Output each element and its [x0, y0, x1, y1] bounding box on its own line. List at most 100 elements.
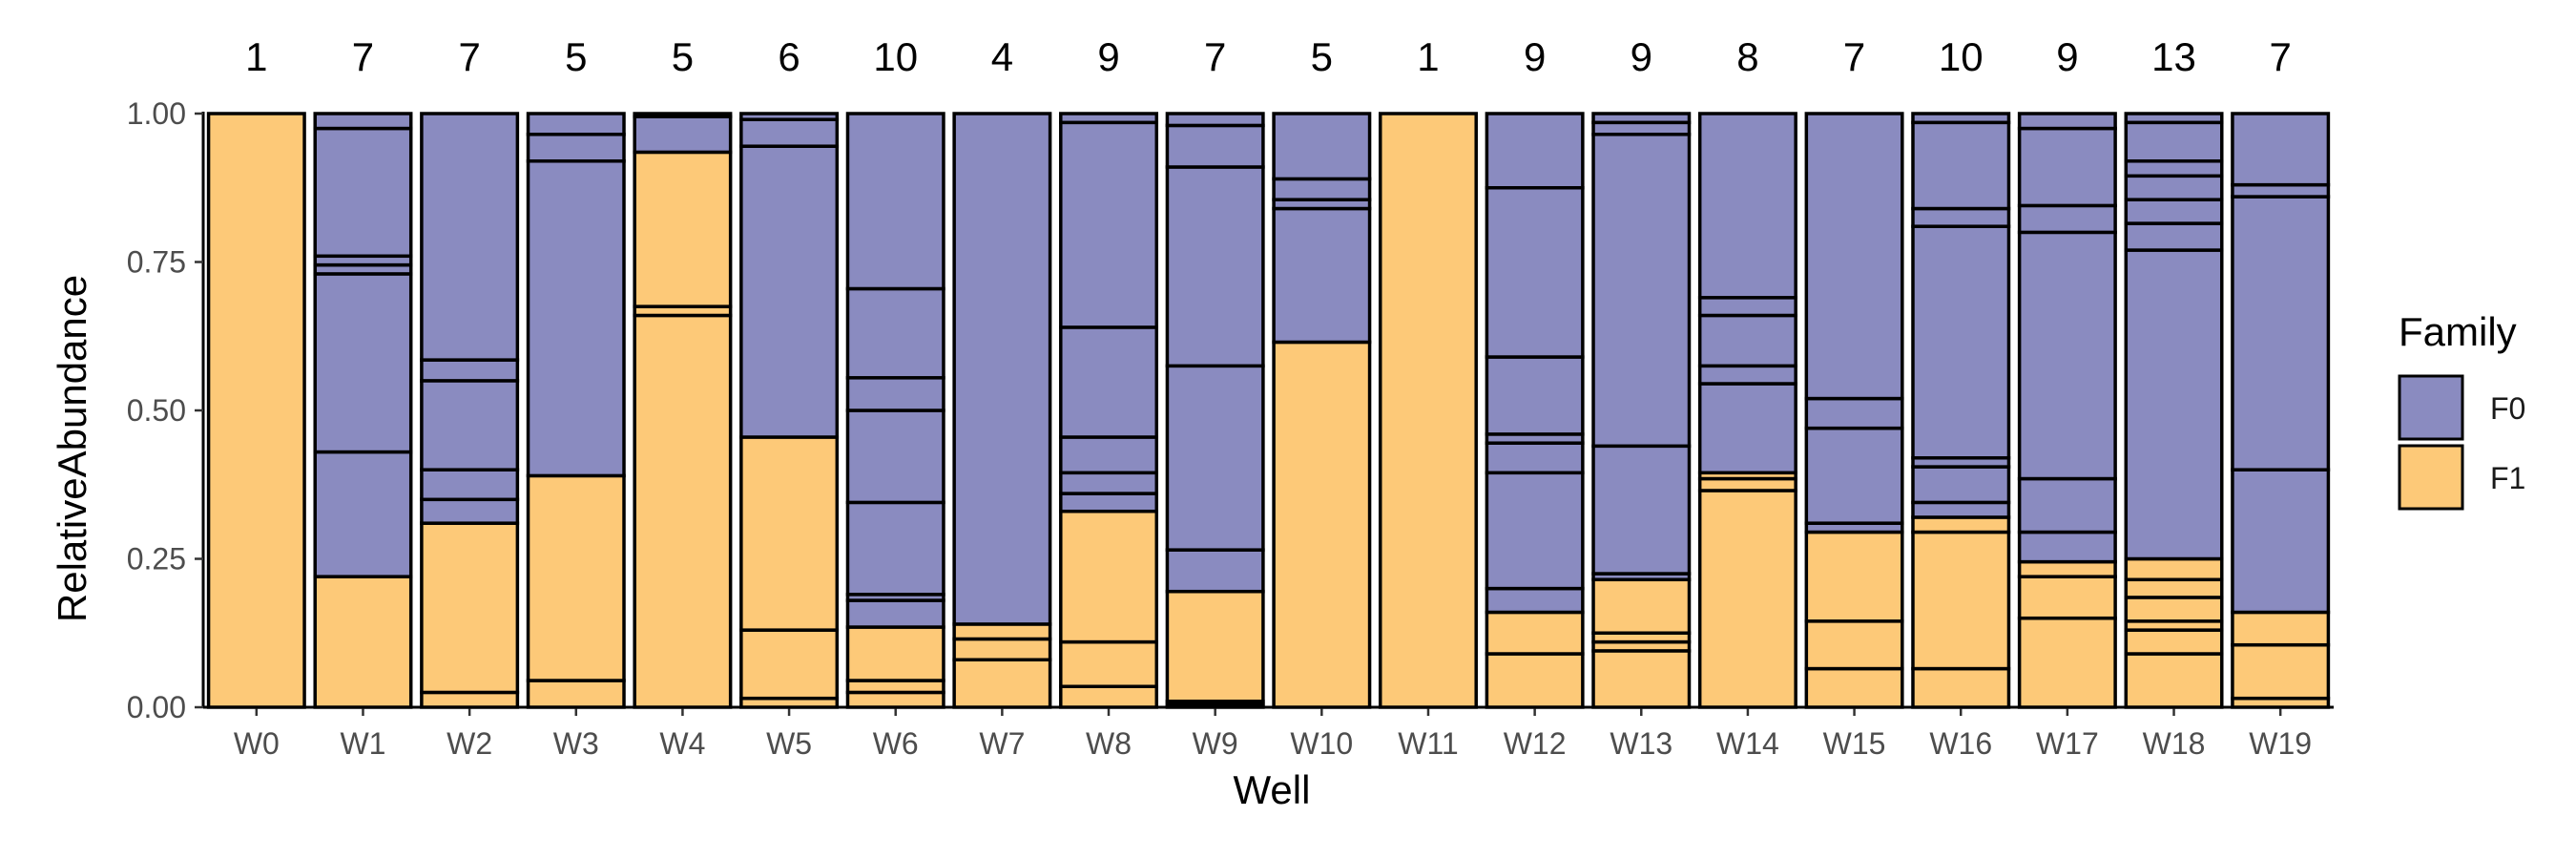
count-label: 7 [1204, 34, 1226, 79]
segment-f0-2 [526, 133, 626, 163]
segment-f0-5 [2124, 159, 2224, 178]
x-tick-label: W10 [1290, 726, 1353, 761]
segment-f0-3 [2124, 198, 2224, 225]
count-label: 4 [991, 34, 1013, 79]
segment-f1-1 [633, 313, 733, 709]
segment-f0-1 [2231, 468, 2331, 615]
bar-w13 [1591, 112, 1692, 709]
count-label: 5 [565, 34, 587, 79]
x-tick-label: W14 [1716, 726, 1779, 761]
segment-f0-1 [2017, 530, 2117, 564]
segment-f0-4 [845, 409, 945, 505]
segment-f1-1 [206, 112, 306, 709]
segment-f0-1 [1485, 586, 1585, 615]
segment-f1-2 [952, 637, 1052, 661]
segment-f0-3 [739, 112, 840, 121]
segment-f0-4 [1697, 296, 1797, 318]
segment-f0-3 [526, 112, 626, 136]
segment-f0-5 [2017, 126, 2117, 208]
x-tick-label: W9 [1193, 726, 1238, 761]
segment-f0-4 [1272, 112, 1372, 181]
bar-w0 [206, 112, 306, 709]
segment-f0-1 [2124, 248, 2224, 561]
segment-f0-2 [1591, 444, 1692, 576]
segment-f1-1 [1485, 652, 1585, 709]
segment-f0-5 [1059, 120, 1159, 329]
bar-w11 [1378, 112, 1478, 709]
segment-f0-7 [1911, 112, 2011, 125]
segment-f1-3 [633, 150, 733, 308]
bar-w15 [1804, 112, 1904, 709]
count-label: 9 [2056, 34, 2078, 79]
segment-f0-7 [1485, 112, 1585, 190]
x-tick-label: W0 [234, 726, 280, 761]
segment-f0-6 [1911, 120, 2011, 211]
segment-f1-3 [2231, 610, 2331, 647]
segment-f1-1 [952, 658, 1052, 709]
bar-w7 [952, 112, 1052, 709]
segment-f1-1 [1378, 112, 1478, 709]
segment-f0-2 [1165, 364, 1265, 552]
legend: Family F0 F1 [2398, 309, 2525, 511]
bar-count-labels: 1 7 7 5 5 6 10 4 9 7 5 1 9 9 8 7 10 9 13 7 [245, 34, 2292, 79]
x-tick-label: W5 [766, 726, 812, 761]
count-label: 10 [873, 34, 918, 79]
count-label: 10 [1939, 34, 1984, 79]
segment-f0-1 [739, 144, 840, 439]
segment-f0-6 [845, 286, 945, 380]
count-label: 7 [2269, 34, 2291, 79]
segment-f0-6 [1485, 186, 1585, 359]
bar-w16 [1911, 112, 2011, 709]
count-label: 6 [778, 34, 800, 79]
count-label: 5 [672, 34, 694, 79]
bar-w8 [1059, 112, 1159, 709]
count-label: 7 [1843, 34, 1865, 79]
segment-f1-4 [1591, 577, 1692, 636]
segment-f1-2 [2231, 642, 2331, 701]
y-tick-label: 0.75 [127, 245, 186, 280]
count-label: 1 [1417, 34, 1439, 79]
segment-f0-2 [2017, 476, 2117, 534]
y-axis-title: RelativeAbundance [50, 275, 94, 622]
segment-f1-1 [1697, 489, 1797, 709]
segment-f0-2 [633, 112, 733, 118]
segment-f1-1 [313, 575, 413, 709]
count-label: 7 [458, 34, 480, 79]
segment-f0-6 [1059, 112, 1159, 125]
segment-f0-2 [739, 117, 840, 148]
segment-f0-3 [1804, 396, 1904, 430]
y-tick-label: 1.00 [127, 96, 186, 131]
segment-f0-3 [1165, 165, 1265, 368]
segment-f1-5 [2124, 577, 2224, 599]
bar-w19 [2231, 112, 2331, 709]
segment-f0-5 [1697, 112, 1797, 300]
segment-f1-1 [1591, 649, 1692, 709]
bar-w2 [420, 112, 520, 709]
segment-f0-3 [1697, 313, 1797, 368]
count-label: 5 [1311, 34, 1333, 79]
segment-f0-2 [1485, 471, 1585, 591]
segment-f1-2 [2017, 575, 2117, 620]
segment-f1-1 [2017, 616, 2117, 709]
x-tick-label: W16 [1929, 726, 1992, 761]
segment-f0-3 [2017, 230, 2117, 481]
count-label: 9 [1524, 34, 1546, 79]
segment-f0-1 [420, 497, 520, 525]
segment-f1-3 [1804, 530, 1904, 623]
segment-f1-1 [1911, 666, 2011, 709]
segment-f1-2 [1911, 530, 2011, 671]
segment-f0-1 [1272, 206, 1372, 345]
bar-w4 [633, 112, 733, 709]
segment-f1-2 [739, 628, 840, 701]
x-tick-label: W17 [2036, 726, 2099, 761]
segment-f0-5 [845, 376, 945, 412]
segment-f0-5 [420, 112, 520, 362]
segment-f0-5 [1485, 355, 1585, 436]
bar-w5 [739, 112, 840, 709]
x-tick-label: W3 [553, 726, 599, 761]
segment-f1-3 [739, 435, 840, 632]
bar-w18 [2124, 112, 2224, 709]
segment-f1-2 [1804, 619, 1904, 671]
segment-f0-4 [1591, 120, 1692, 136]
